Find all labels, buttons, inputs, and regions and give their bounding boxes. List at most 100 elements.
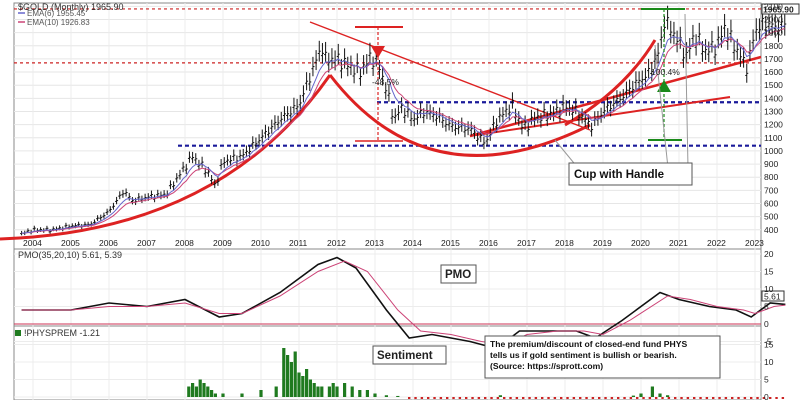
sentiment-label-box	[372, 345, 447, 365]
pmo-y-tick: 5	[764, 302, 769, 312]
x-tick-year: 2016	[479, 238, 498, 248]
sentiment-bar-negative	[705, 397, 709, 399]
sentiment-legend-swatch	[15, 330, 21, 336]
rise-pct-label: 100.4%	[651, 67, 680, 77]
sentiment-bar	[373, 393, 377, 397]
sentiment-bar-negative	[547, 397, 550, 399]
sentiment-bar-negative	[452, 397, 455, 399]
sentiment-bar	[282, 348, 286, 397]
sentiment-bar-negative	[572, 397, 576, 399]
pmo-panel-title: PMO(35,20,10) 5.61, 5.39	[18, 250, 122, 260]
last-price-badge-box	[761, 3, 800, 15]
sentiment-note: The premium/discount of closed-end fund …	[490, 339, 687, 371]
sentiment-bar-negative	[598, 397, 601, 399]
x-tick-year: 2009	[213, 238, 232, 248]
parabolic-trendline	[0, 74, 332, 241]
sentiment-bar-negative	[446, 397, 449, 399]
pattern-label-box	[568, 162, 693, 186]
sentiment-bar-negative	[769, 397, 772, 399]
sentiment-bar-negative	[617, 397, 620, 399]
x-tick-year: 2010	[251, 238, 270, 248]
sentiment-bar-negative	[503, 397, 506, 399]
pmo-label-box	[440, 264, 477, 284]
note-box	[484, 335, 721, 379]
sentiment-bar-negative	[642, 397, 645, 399]
sentiment-bar-negative	[775, 397, 778, 399]
sentiment-bar-negative	[439, 397, 443, 399]
sentiment-bar	[312, 383, 316, 397]
sentiment-bar-negative	[433, 397, 436, 399]
price-y-tick: 1700	[764, 54, 783, 64]
callout-line-handle-2	[684, 13, 689, 169]
sentiment-bar	[191, 383, 195, 397]
x-tick-year: 2004	[23, 238, 42, 248]
sentiment-bar-negative	[693, 397, 696, 399]
sentiment-bar-negative	[724, 397, 728, 399]
price-y-tick: 1500	[764, 80, 783, 90]
sentiment-bar-negative	[414, 397, 417, 399]
price-y-tick: 1600	[764, 67, 783, 77]
sentiment-bar-negative	[686, 397, 690, 399]
price-y-tick: 2100	[764, 1, 783, 11]
marks-layer	[0, 3, 800, 399]
sentiment-bar-negative	[528, 397, 531, 399]
sentiment-bar	[350, 386, 354, 397]
sentiment-bar	[365, 390, 369, 397]
sentiment-bar	[301, 376, 305, 397]
sentiment-bar	[396, 395, 400, 397]
sentiment-bar-negative	[648, 397, 652, 399]
sentiment-bar-negative	[458, 397, 462, 399]
x-tick-year: 2014	[403, 238, 422, 248]
sentiment-bar-negative	[636, 397, 639, 399]
sentiment-bar-negative	[509, 397, 512, 399]
x-tick-year: 2021	[669, 238, 688, 248]
sentiment-bar-negative	[604, 397, 607, 399]
price-y-tick: 1900	[764, 28, 783, 38]
sentiment-bar-negative	[427, 397, 430, 399]
sentiment-label: Sentiment	[377, 350, 433, 362]
sentiment-bar-negative	[743, 397, 747, 399]
pmo-value-badge: 5.61	[764, 292, 781, 302]
sentiment-bar-negative	[781, 397, 785, 399]
sentiment-bar-negative	[484, 397, 487, 399]
sentiment-bar-negative	[712, 397, 715, 399]
x-tick-year: 2013	[365, 238, 384, 248]
sentiment-bar	[240, 393, 244, 397]
sentiment-bar	[221, 393, 225, 397]
sentiment-bar	[335, 386, 339, 397]
last-price-badge: 1965.90	[763, 5, 794, 15]
x-tick-year: 2007	[137, 238, 156, 248]
sentiment-bar-negative	[661, 397, 664, 399]
sentiment-bar-negative	[731, 397, 734, 399]
x-tick-year: 2012	[327, 238, 346, 248]
price-y-tick: 1400	[764, 93, 783, 103]
sentiment-bar-negative	[750, 397, 753, 399]
x-tick-year: 2006	[99, 238, 118, 248]
sentiment-bar	[327, 386, 331, 397]
sentiment-bar	[498, 395, 502, 397]
sentiment-bar-negative	[629, 397, 633, 399]
sentiment-bar-negative	[674, 397, 677, 399]
sentiment-bar-negative	[496, 397, 500, 399]
x-tick-year: 2005	[61, 238, 80, 248]
sentiment-y-tick: 10	[764, 357, 774, 367]
sentiment-bar-negative	[566, 397, 569, 399]
sentiment-bar-negative	[515, 397, 519, 399]
sentiment-bar	[308, 379, 312, 397]
sentiment-bar-negative	[667, 397, 671, 399]
pmo-y-tick: -5	[764, 337, 772, 347]
grid-layer	[14, 3, 761, 400]
sentiment-bar	[210, 390, 214, 397]
sentiment-bar	[194, 386, 198, 397]
price-y-tick: 1200	[764, 120, 783, 130]
x-tick-year: 2023	[745, 238, 764, 248]
x-tick-year: 2008	[175, 238, 194, 248]
x-tick-year: 2015	[441, 238, 460, 248]
sentiment-bar-negative	[420, 397, 424, 399]
pmo-value-badge-box	[761, 290, 785, 302]
sentiment-bar-negative	[591, 397, 595, 399]
sentiment-bar-negative	[680, 397, 683, 399]
sentiment-bar	[305, 369, 309, 397]
